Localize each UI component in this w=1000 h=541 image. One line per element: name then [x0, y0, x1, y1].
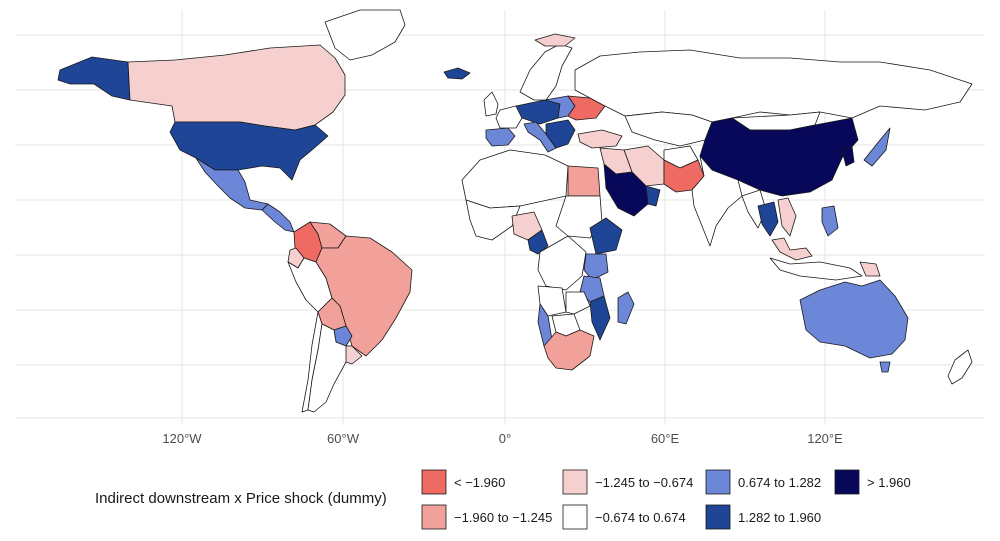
- region-russia: [574, 49, 973, 123]
- region-papua-new-guinea: [859, 261, 881, 277]
- region-indonesia: [769, 257, 863, 281]
- region-korea: [841, 145, 855, 167]
- region-united-states: [169, 121, 329, 181]
- legend-key: [562, 504, 588, 530]
- legend-label: −1.245 to −0.674: [595, 475, 693, 490]
- legend-title: Indirect downstream x Price shock (dummy…: [95, 490, 387, 507]
- region-philippines: [821, 205, 839, 237]
- region-central-america: [261, 203, 295, 233]
- region-malaysia: [771, 237, 813, 261]
- region-japan: [863, 127, 891, 167]
- region-united-kingdom: [483, 91, 499, 117]
- legend-key: [705, 469, 731, 495]
- legend-key: [562, 469, 588, 495]
- x-tick-label: 60°E: [651, 431, 680, 446]
- region-scandinavia: [519, 43, 573, 101]
- region-vietnam: [777, 197, 797, 237]
- region-dr-congo: [537, 235, 587, 291]
- region-italy: [523, 121, 557, 153]
- region-argentina: [307, 323, 353, 413]
- region-south-africa: [543, 329, 595, 371]
- x-tick-label: 0°: [499, 431, 511, 446]
- legend: Indirect downstream x Price shock (dummy…: [95, 469, 911, 530]
- legend-label: < −1.960: [454, 475, 505, 490]
- region-thailand: [757, 201, 779, 237]
- x-tick-label: 120°E: [807, 431, 843, 446]
- region-tasmania: [879, 361, 891, 373]
- region-alaska: [57, 56, 131, 101]
- region-new-zealand: [947, 349, 973, 385]
- region-oman: [645, 185, 661, 207]
- region-india: [691, 155, 743, 247]
- legend-key: [705, 504, 731, 530]
- regions-layer: [57, 9, 973, 413]
- legend-label: −0.674 to 0.674: [595, 510, 686, 525]
- region-north-africa: [461, 149, 569, 209]
- legend-key: [421, 469, 447, 495]
- region-central-europe: [515, 99, 561, 125]
- region-iceland: [443, 67, 471, 80]
- legend-key: [421, 504, 447, 530]
- legend-label: −1.960 to −1.245: [454, 510, 552, 525]
- region-kazakhstan: [624, 111, 713, 147]
- x-tick-label: 120°W: [162, 431, 202, 446]
- region-balkans: [545, 119, 576, 149]
- x-axis-ticks: 120°W 60°W 0° 60°E 120°E: [162, 431, 843, 446]
- region-angola: [537, 285, 567, 317]
- legend-label: 0.674 to 1.282: [738, 475, 821, 490]
- region-spain-portugal: [485, 127, 516, 147]
- region-australia: [799, 279, 909, 359]
- region-west-africa: [465, 199, 521, 241]
- legend-key: [834, 469, 860, 495]
- region-egypt: [567, 165, 601, 197]
- region-norway-coast: [534, 33, 576, 47]
- x-tick-label: 60°W: [327, 431, 360, 446]
- legend-label: > 1.960: [867, 475, 911, 490]
- region-brazil: [315, 235, 413, 357]
- region-ethiopia: [589, 217, 623, 255]
- region-mozambique: [589, 295, 611, 341]
- region-greenland: [324, 9, 406, 61]
- region-madagascar: [617, 291, 635, 325]
- region-uruguay: [345, 345, 363, 365]
- region-kenya: [583, 253, 609, 281]
- region-zambia: [565, 291, 591, 315]
- region-turkey: [577, 129, 623, 149]
- region-canada: [127, 44, 346, 131]
- legend-label: 1.282 to 1.960: [738, 510, 821, 525]
